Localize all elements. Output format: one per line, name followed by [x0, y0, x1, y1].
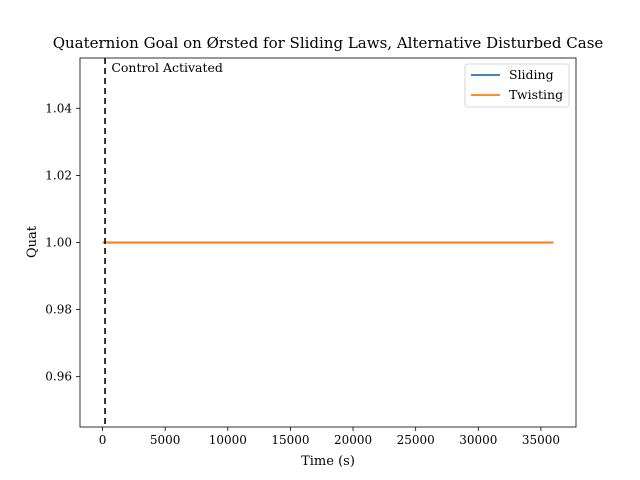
- x-tick-label: 15000: [271, 433, 309, 447]
- y-tick-label: 0.98: [45, 303, 72, 317]
- x-tick-label: 35000: [522, 433, 560, 447]
- x-tick-label: 0: [99, 433, 107, 447]
- plot-area: Control Activated: [102, 58, 554, 427]
- y-axis-label: Quat: [25, 225, 40, 258]
- x-tick-label: 25000: [397, 433, 435, 447]
- x-tick-label: 10000: [209, 433, 247, 447]
- control-activated-annotation: Control Activated: [111, 60, 223, 75]
- legend: Sliding Twisting: [464, 63, 570, 108]
- y-tick-label: 0.96: [45, 370, 72, 384]
- legend-label-sliding: Sliding: [509, 67, 554, 82]
- x-tick-label: 5000: [150, 433, 181, 447]
- y-tick-label: 1.02: [45, 168, 72, 182]
- x-tick-label: 20000: [334, 433, 372, 447]
- legend-label-twisting: Twisting: [509, 87, 563, 102]
- x-axis-label: Time (s): [301, 454, 355, 469]
- y-tick-label: 1.00: [45, 236, 72, 250]
- x-tick-label: 30000: [459, 433, 497, 447]
- y-tick-label: 1.04: [45, 101, 72, 115]
- chart-title: Quaternion Goal on Ørsted for Sliding La…: [53, 34, 604, 52]
